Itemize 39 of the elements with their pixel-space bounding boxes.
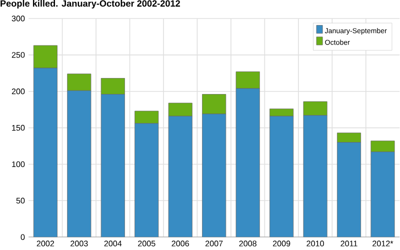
bar	[270, 108, 294, 116]
y-tick-label: 300	[12, 16, 25, 22]
x-tick-label: 2004	[104, 240, 122, 247]
bar	[168, 116, 192, 238]
x-tick-label: 2006	[172, 240, 189, 247]
bar	[33, 68, 58, 238]
bar	[236, 72, 260, 89]
y-tick-label: 150	[12, 125, 25, 131]
y-tick-label: 100	[12, 161, 25, 168]
chart-title: People killed. January-October 2002-2012	[0, 0, 180, 9]
x-tick-label: 2012*	[372, 240, 394, 247]
x-tick-label: 2011	[340, 240, 358, 247]
bar	[270, 116, 294, 238]
bar	[236, 88, 260, 238]
x-tick-label: 2008	[239, 240, 256, 247]
bar	[168, 102, 192, 116]
x-tick-label: 2005	[138, 240, 156, 247]
bar	[134, 110, 159, 124]
bar	[336, 142, 362, 238]
bar	[202, 114, 226, 238]
x-tick-label: 2007	[206, 240, 223, 247]
bar	[67, 90, 92, 238]
bar	[100, 78, 125, 95]
y-tick-label: 250	[12, 52, 25, 58]
bar	[336, 132, 362, 143]
bar	[67, 74, 92, 91]
x-tick-label: 2009	[272, 240, 290, 247]
x-tick-label: 2010	[306, 240, 324, 247]
bar	[202, 94, 226, 114]
bar	[303, 115, 328, 238]
y-tick-label: 50	[16, 198, 25, 204]
bar	[134, 123, 159, 238]
bar	[303, 101, 328, 116]
x-tick-label: 2003	[70, 240, 88, 247]
bar	[370, 152, 395, 238]
y-tick-label: 0	[20, 234, 25, 240]
x-tick-label: 2002	[36, 240, 54, 247]
bar	[100, 94, 125, 238]
y-tick-label: 200	[12, 88, 25, 94]
